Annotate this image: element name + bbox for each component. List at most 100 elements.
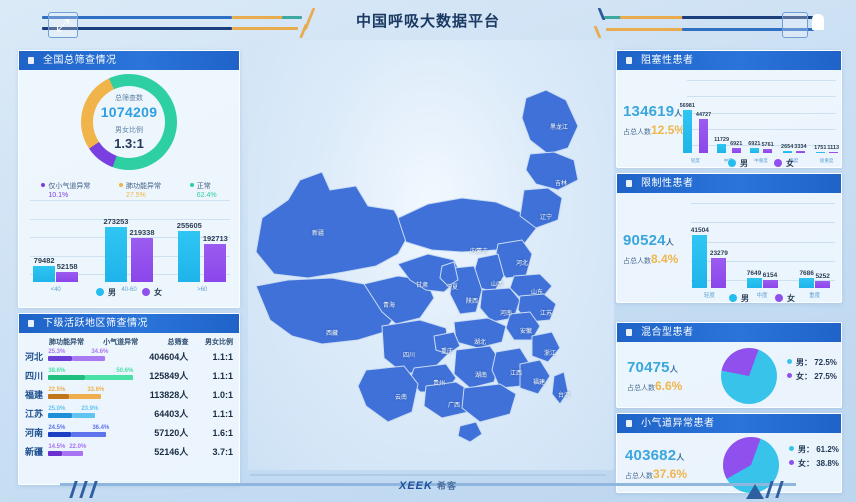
row-bars: 22.5% 33.6% xyxy=(48,387,137,402)
obstructive-share: 占总人数12.5% xyxy=(623,122,686,137)
map-province-label: 安徽 xyxy=(520,329,533,335)
map-province-label: 四川 xyxy=(403,353,416,359)
pct-abnormal: 24.5% xyxy=(48,424,66,431)
panel-title-mixed: 混合型患者 xyxy=(617,323,841,342)
header-deco-line xyxy=(620,16,684,19)
bar-value: 44727 xyxy=(695,112,712,119)
row-ratio: 1.1:1 xyxy=(212,370,233,381)
map-region-sichuan xyxy=(381,319,451,375)
map-province-label: 江西 xyxy=(510,371,523,377)
bar-rect xyxy=(782,151,792,153)
sa-legend-female: 女： 38.8% xyxy=(789,457,839,471)
map-region-inner-mongolia xyxy=(397,197,539,253)
row-province: 江苏 xyxy=(25,409,44,419)
bar-abnormal xyxy=(48,374,86,380)
grid-line xyxy=(30,255,231,257)
panel-obstructive: 阻塞性患者 134619人 占总人数12.5% 56981 44727 轻度 1172… xyxy=(616,50,842,168)
map-province-label: 湖南 xyxy=(475,373,488,379)
map-region-heilongjiang xyxy=(521,89,579,155)
table-row[interactable]: 福建 22.5% 33.6% 113828人 1.0:1 xyxy=(25,385,233,404)
app-footer: XEEK 希客 xyxy=(0,468,856,502)
header-deco-line xyxy=(42,16,232,19)
col-ratio: 男女比例 xyxy=(205,339,233,346)
map-province-label: 山东 xyxy=(531,290,544,296)
table-row[interactable]: 河南 24.5% 36.4% 57120人 1.6:1 xyxy=(25,423,233,442)
bar-rect xyxy=(762,280,778,288)
grid-line xyxy=(30,218,231,220)
map-svg[interactable] xyxy=(248,40,614,470)
header-deco-line xyxy=(282,16,302,19)
bar-rect xyxy=(749,147,759,153)
row-ratio: 1.1:1 xyxy=(212,408,233,419)
map-region-yunnan xyxy=(357,365,419,423)
map-province-label: 贵州 xyxy=(433,381,446,387)
header-deco-line xyxy=(682,16,814,19)
bar-column: 79482 xyxy=(33,204,56,282)
bar-value: 7686 xyxy=(799,270,814,278)
bar-abnormal xyxy=(48,431,72,437)
bar-value: 23279 xyxy=(709,250,728,258)
table-row[interactable]: 河北 25.3% 34.6% 404604人 1.1:1 xyxy=(25,347,233,366)
map-region-hunan xyxy=(453,345,501,389)
map-province-label: 内蒙古 xyxy=(470,249,489,255)
obstructive-value: 134619人 xyxy=(623,102,683,120)
row-total: 125849人 xyxy=(149,371,189,381)
mixed-share: 占总人数6.6% xyxy=(627,378,683,393)
bar-airway xyxy=(85,374,134,380)
bar-airway xyxy=(71,431,107,437)
col-abnormal: 肺功能异常 xyxy=(49,339,84,346)
bar-value: 6921 xyxy=(748,140,761,147)
bar-column: 11729 xyxy=(714,84,729,153)
map-province-label: 河北 xyxy=(516,261,529,267)
header-deco-line xyxy=(42,27,232,30)
legend-item: 女 xyxy=(774,158,794,169)
map-region-qinghai xyxy=(363,275,435,325)
bar-value: 56981 xyxy=(679,103,695,110)
china-map[interactable]: 黑龙江 吉林 辽宁 内蒙古 新疆 甘肃 宁夏 陕西 山西 山东 河北 青海 西藏 四川 重庆 湖北 河南 安徽 江苏… xyxy=(248,40,614,470)
grid-line xyxy=(687,112,837,114)
x-axis-label: 中度 xyxy=(756,293,768,299)
map-region-tibet xyxy=(255,277,399,345)
more-menu-button[interactable]: ···· xyxy=(782,12,808,38)
map-province-label: 甘肃 xyxy=(416,283,429,289)
restrictive-bar-chart: 41504 23279 轻度 7649 6154 中度 7686 5252 重度男女 xyxy=(683,193,841,304)
bar-group-container: 79482 52158 <40 273253 219338 40-60 255605 1927… xyxy=(19,204,239,293)
bar-group: 7686 5252 重度 xyxy=(788,207,841,299)
bar-column: 1113 xyxy=(827,84,839,153)
map-region-guangdong xyxy=(461,383,517,423)
sa-legend-male: 男： 61.2% xyxy=(789,443,839,457)
table-row[interactable]: 江苏 25.0% 23.9% 64403人 1.1:1 xyxy=(25,404,233,423)
map-region-zhejiang xyxy=(531,331,561,363)
map-region-fujian xyxy=(519,359,551,395)
bar-column: 5252 xyxy=(815,207,831,288)
map-region-hainan xyxy=(457,421,483,443)
legend-item: 男 xyxy=(728,158,748,169)
donut-legend-item: 肺功能异常 27.5% xyxy=(119,182,161,201)
map-province-label: 湖北 xyxy=(474,340,487,346)
bar-rect xyxy=(815,281,831,288)
map-province-label: 广西 xyxy=(448,403,461,409)
map-region-liaoning xyxy=(519,187,563,229)
grid-line xyxy=(30,237,231,238)
table-row[interactable]: 新疆 14.5% 22.0% 52146人 3.7:1 xyxy=(25,442,233,461)
grid-line xyxy=(687,80,837,81)
map-region-jilin xyxy=(525,151,579,191)
bar-value: 273253 xyxy=(103,217,129,227)
bar-value: 3334 xyxy=(794,143,807,150)
row-total: 57120人 xyxy=(154,428,189,438)
bar-value: 1113 xyxy=(827,144,840,151)
bar-column: 2654 xyxy=(781,84,793,153)
expand-button[interactable]: ⤢ xyxy=(48,12,78,38)
bar-column: 6921 xyxy=(730,84,742,153)
bar-abnormal xyxy=(48,450,63,456)
pct-airway: 22.0% xyxy=(69,443,87,450)
legend-item: 男 xyxy=(729,293,749,304)
bar-group: 2654 3334 重度 xyxy=(777,84,810,164)
table-row[interactable]: 四川 38.6% 50.6% 125849人 1.1:1 xyxy=(25,366,233,385)
bar-rect xyxy=(815,151,825,153)
user-icon[interactable] xyxy=(812,14,824,30)
bar-rect xyxy=(33,266,56,282)
map-province-label: 宁夏 xyxy=(446,285,459,291)
bar-column: 44727 xyxy=(696,84,711,153)
donut-ring: 总筛查数 1074209 男女比例 1.3:1 xyxy=(81,74,177,170)
